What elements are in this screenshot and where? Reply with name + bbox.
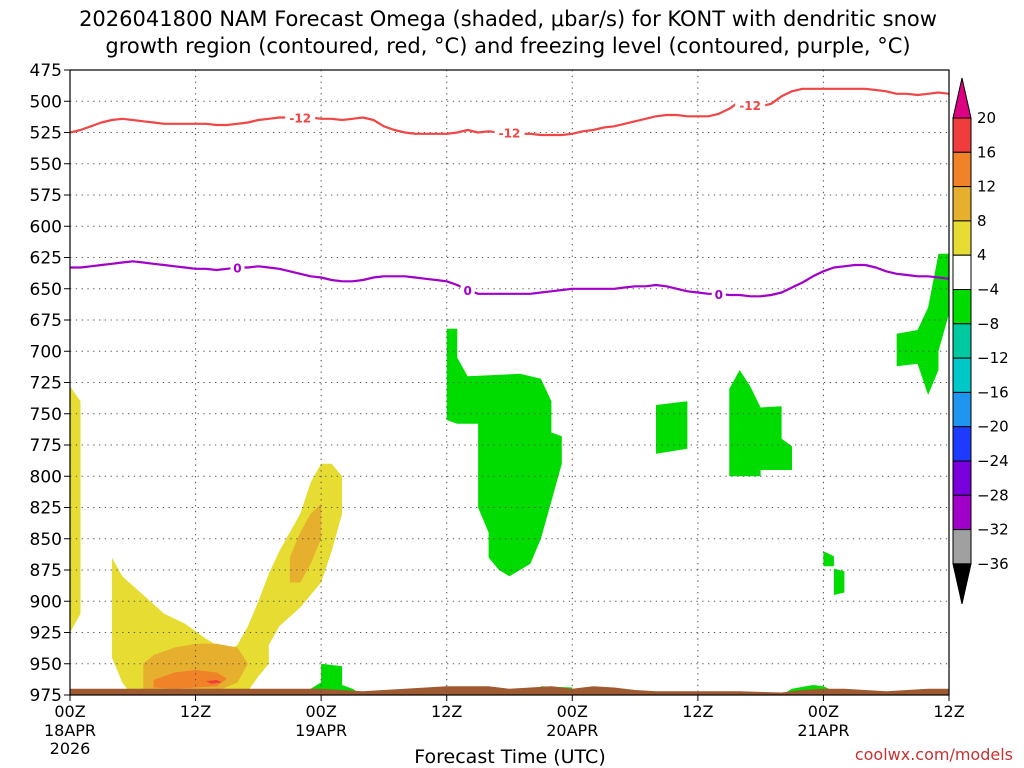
colorbar-under-triangle — [952, 563, 972, 605]
contour-label-background — [460, 283, 475, 297]
colorbar-label: −24 — [977, 452, 1009, 470]
colorbar-bin — [952, 460, 972, 496]
x-tick-label: 00Z — [305, 702, 336, 721]
omega-region — [302, 663, 363, 695]
x-tick-label: 12Z — [180, 702, 211, 721]
y-tick-label: 775 — [30, 436, 62, 456]
x-tick-label: 12Z — [431, 702, 462, 721]
x-tick-date: 18APR — [44, 721, 96, 740]
colorbar-bin — [952, 186, 972, 222]
omega-region — [111, 463, 343, 695]
colorbar-label: −4 — [977, 281, 999, 299]
omega-region — [656, 401, 688, 454]
contour-label: 0 — [715, 288, 723, 302]
y-tick-label: 475 — [30, 61, 62, 81]
y-tick-label: 700 — [30, 342, 62, 362]
omega-region — [896, 253, 949, 395]
y-tick-label: 725 — [30, 374, 62, 394]
y-tick-label: 600 — [30, 217, 62, 237]
colorbar-bin — [952, 151, 972, 188]
contour-label: -12 — [289, 112, 311, 126]
contour-label-background — [494, 125, 525, 140]
colorbar-label: −28 — [977, 486, 1009, 504]
colorbar-label: 4 — [977, 246, 987, 264]
y-tick-label: 875 — [30, 561, 62, 581]
colorbar-bin — [952, 426, 972, 462]
colorbar-label: −32 — [977, 521, 1009, 539]
colorbar-label: −8 — [977, 315, 999, 333]
contour-label-background — [230, 260, 245, 275]
colorbar-label: −20 — [977, 418, 1009, 436]
contour-lines: -12 -12 -12 0 0 0 — [70, 87, 949, 302]
x-tick-date: 21APR — [797, 721, 849, 740]
omega-region — [833, 568, 845, 595]
contour-label: -12 — [739, 99, 761, 113]
y-tick-label: 925 — [30, 624, 62, 644]
contour-label-background — [285, 110, 316, 125]
colorbar-bin — [952, 254, 972, 290]
omega-region — [153, 670, 227, 689]
contour-line — [70, 260, 949, 298]
x-tick-label: 12Z — [933, 702, 964, 721]
colorbar-label: −12 — [977, 349, 1009, 367]
omega-region — [70, 386, 81, 633]
colorbar-bin — [952, 323, 972, 359]
y-tick-label: 900 — [30, 592, 62, 612]
x-tick-label: 00Z — [808, 702, 839, 721]
x-tick-label: 00Z — [54, 702, 85, 721]
omega-region — [823, 551, 834, 567]
ground-terrain — [70, 686, 949, 695]
terrain-layer — [70, 686, 949, 695]
contour-label-background — [735, 98, 766, 112]
colorbar-label: 12 — [977, 178, 996, 196]
credit-text: coolwx.com/models — [855, 745, 1013, 764]
y-tick-label: 825 — [30, 499, 62, 519]
contour-label: 0 — [463, 284, 471, 298]
x-axis-label: Forecast Time (UTC) — [414, 746, 605, 768]
y-tick-label: 650 — [30, 280, 62, 300]
x-tick-date: 20APR — [546, 721, 598, 740]
x-tick-label: 12Z — [682, 702, 713, 721]
y-tick-label: 850 — [30, 530, 62, 550]
omega-region — [446, 328, 562, 577]
contour-label: -12 — [499, 127, 521, 141]
colorbar-bin — [952, 357, 972, 393]
y-tick-label: 800 — [30, 467, 62, 487]
colorbar-over-triangle — [952, 77, 972, 119]
y-tick-label: 575 — [30, 186, 62, 206]
y-tick-label: 675 — [30, 311, 62, 331]
chart-title-line-1: 2026041800 NAM Forecast Omega (shaded, μ… — [79, 7, 937, 31]
omega-region — [206, 680, 222, 684]
colorbar-label: 8 — [977, 212, 987, 230]
x-tick-label: 00Z — [557, 702, 588, 721]
y-tick-label: 500 — [30, 92, 62, 112]
y-tick-label: 550 — [30, 155, 62, 175]
x-tick-date: 19APR — [295, 721, 347, 740]
y-tick-label: 750 — [30, 405, 62, 425]
contour-label: 0 — [233, 262, 241, 276]
chart-title-line-2: growth region (contoured, red, °C) and f… — [105, 34, 910, 58]
colorbar-bin — [952, 117, 972, 153]
colorbar-bin — [952, 494, 972, 531]
colorbar-label: 16 — [977, 143, 996, 161]
y-tick-label: 950 — [30, 655, 62, 675]
y-tick-label: 625 — [30, 249, 62, 269]
y-tick-label: 525 — [30, 124, 62, 144]
colorbar-label: −16 — [977, 383, 1009, 401]
colorbar-bin — [952, 391, 972, 428]
omega-region — [289, 503, 322, 583]
contour-label-background — [711, 286, 726, 301]
colorbar-bin — [952, 289, 972, 325]
colorbar-bin — [952, 529, 972, 565]
colorbar-bin — [952, 220, 972, 256]
pressure-axis: 475 500 525 550 575 600 625 650 675 700 725 750 775 8… — [30, 61, 70, 706]
omega-region — [729, 370, 792, 477]
colorbar-label: −36 — [977, 555, 1009, 573]
omega-colorbar: 20 16 12 8 4 −4 −8 −12 −16 −20 −24 −28 −32 −36 — [952, 77, 1009, 605]
y-tick-label: 975 — [30, 686, 62, 706]
colorbar-label: 20 — [977, 109, 996, 127]
x-tick-year: 2026 — [50, 739, 91, 758]
